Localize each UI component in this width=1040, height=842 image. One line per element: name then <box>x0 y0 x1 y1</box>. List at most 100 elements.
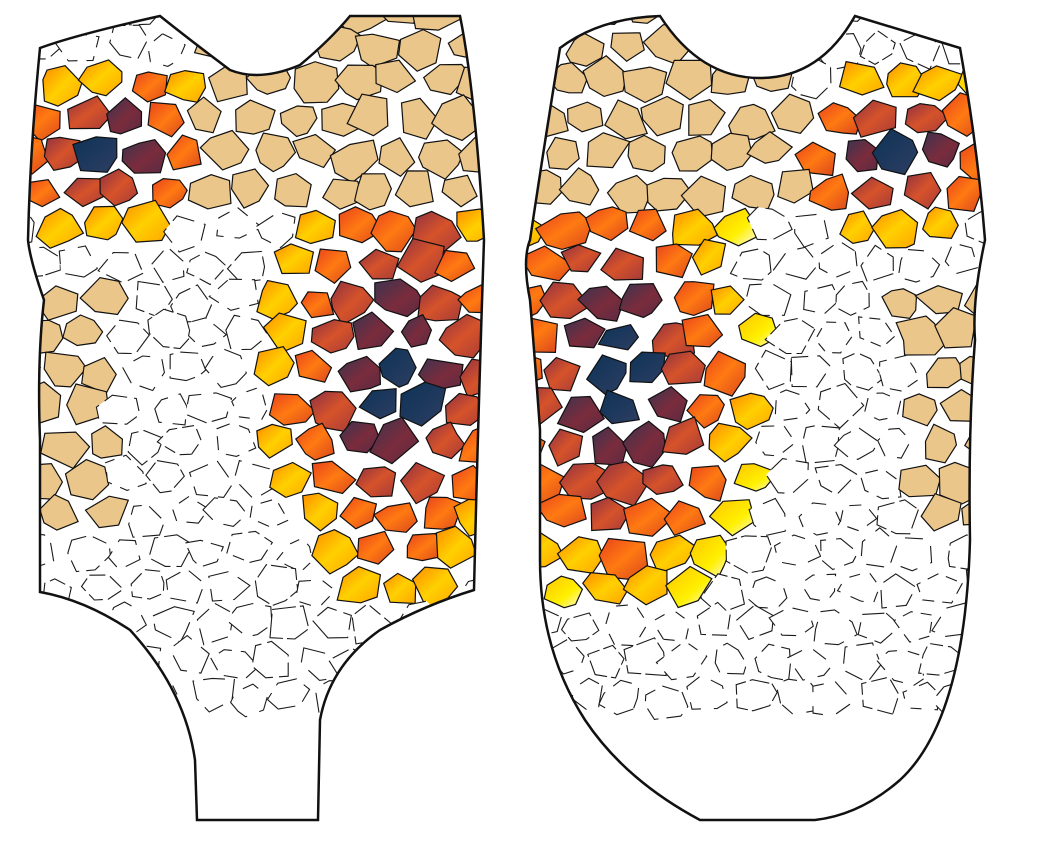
outline-cell <box>859 468 902 500</box>
mosaic-cell <box>378 137 416 178</box>
mosaic-cell <box>838 60 885 96</box>
outline-cell <box>204 348 247 389</box>
outline-cell <box>876 649 925 686</box>
mosaic-cell <box>895 315 946 356</box>
mosaic-cell <box>330 280 375 326</box>
mosaic-cell <box>914 285 964 315</box>
mosaic-cell <box>558 462 612 500</box>
mosaic-cell <box>667 16 711 30</box>
outline-cell <box>169 351 207 382</box>
mosaic-cell <box>599 389 641 425</box>
mosaic-cell <box>81 356 117 395</box>
mosaic-cell <box>592 426 628 466</box>
outline-cell <box>748 576 788 610</box>
mosaic-cell <box>40 431 91 470</box>
mosaic-cell <box>397 28 442 72</box>
mosaic-cell <box>311 460 357 495</box>
outline-cell <box>351 603 393 645</box>
mosaic-cell <box>375 59 417 94</box>
mosaic-cell <box>311 529 360 575</box>
mosaic-cell <box>526 16 538 28</box>
mosaic-cell <box>655 243 693 279</box>
outline-cell <box>714 642 748 675</box>
outline-cell <box>842 351 884 391</box>
mosaic-cell <box>35 207 85 249</box>
outline-cell <box>813 609 858 646</box>
outline-cell <box>254 564 299 607</box>
mosaic-cell <box>294 349 333 383</box>
mosaic-cell <box>279 105 318 138</box>
mosaic-cell <box>622 66 668 104</box>
mosaic-cell <box>688 465 727 502</box>
outline-cell <box>311 606 352 639</box>
mosaic-cell <box>610 32 645 62</box>
outline-cell <box>686 674 728 710</box>
mosaic-cell <box>526 317 558 354</box>
outline-cell <box>860 244 894 283</box>
outline-cell <box>275 537 313 573</box>
outline-cell <box>902 681 939 711</box>
mosaic-cell <box>434 249 476 283</box>
mosaic-cell <box>912 65 964 102</box>
mosaic-cell <box>934 307 977 349</box>
outline-cell <box>104 454 147 491</box>
mosaic-cell <box>691 238 727 276</box>
outline-cell <box>28 649 46 680</box>
mosaic-cell <box>235 99 276 135</box>
mosaic-cell <box>374 278 426 318</box>
mosaic-cell <box>163 69 207 103</box>
mosaic-cell <box>707 16 757 28</box>
mosaic-cell <box>444 392 484 427</box>
outline-cell <box>231 386 268 421</box>
mosaic-cell <box>708 422 753 463</box>
mosaic-cell <box>582 55 628 98</box>
outline-cell <box>746 206 793 241</box>
mosaic-cell <box>62 314 104 347</box>
outline-cell <box>735 679 778 712</box>
mosaic-cell <box>742 16 790 30</box>
mosaic-cell <box>526 386 563 425</box>
mosaic-cell <box>358 388 397 420</box>
outline-cell <box>107 539 141 571</box>
outline-cell <box>786 646 834 681</box>
mosaic-cell <box>106 97 143 135</box>
outline-cell <box>251 640 289 679</box>
mosaic-cell <box>193 27 234 59</box>
outline-cell <box>269 605 310 640</box>
mosaic-cell <box>534 493 587 528</box>
mosaic-cell <box>881 288 918 320</box>
outline-cell <box>294 579 337 609</box>
outline-cell <box>109 24 149 60</box>
outline-cell <box>28 246 61 278</box>
outline-cell <box>135 280 173 319</box>
outline-cell <box>58 245 99 278</box>
mosaic-cell <box>346 93 389 137</box>
outline-cell <box>47 640 84 670</box>
outline-cell <box>67 534 111 573</box>
mosaic-cell <box>642 21 699 66</box>
mosaic-cell <box>292 133 337 169</box>
mosaic-cell <box>291 16 330 31</box>
mosaic-cell <box>624 16 667 24</box>
outline-cell <box>729 248 772 281</box>
mosaic-cell <box>770 93 815 134</box>
mosaic-cell <box>566 101 604 133</box>
back-leotard-panel <box>526 16 985 720</box>
outline-cell <box>28 677 65 711</box>
outline-cell <box>196 602 235 646</box>
mosaic-cell <box>839 210 875 245</box>
mosaic-cell <box>922 206 959 240</box>
outline-cell <box>184 392 233 424</box>
mosaic-cell <box>302 492 339 532</box>
outline-cell <box>95 394 141 425</box>
outline-cell <box>880 573 917 609</box>
outline-cell <box>64 612 106 648</box>
mosaic-cell <box>211 16 259 28</box>
outline-cell <box>909 16 961 32</box>
mosaic-cell <box>546 136 580 171</box>
outline-cell <box>863 392 902 421</box>
mosaic-cell <box>230 168 270 209</box>
mosaic-cell <box>731 174 775 210</box>
mosaic-cell <box>661 416 705 455</box>
mosaic-cell <box>458 424 484 464</box>
